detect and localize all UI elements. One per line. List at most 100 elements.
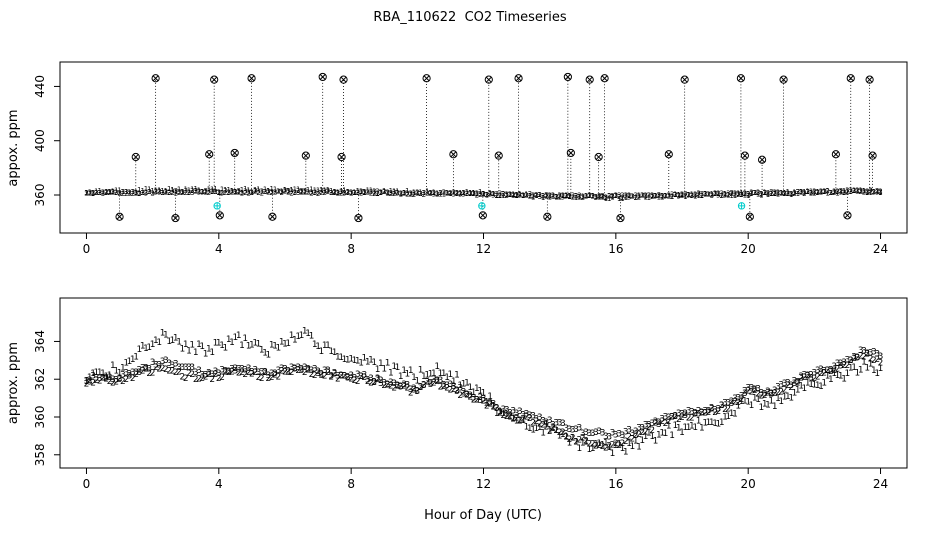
data-glyph: 3 bbox=[124, 188, 128, 196]
data-glyph: 3 bbox=[729, 189, 733, 197]
data-glyph: 1 bbox=[590, 193, 594, 201]
data-glyph: 1 bbox=[627, 192, 631, 200]
data-glyph: 2 bbox=[127, 189, 131, 197]
data-glyph: 2 bbox=[858, 351, 864, 361]
data-glyph: 2 bbox=[716, 190, 720, 198]
data-glyph: 2 bbox=[550, 423, 556, 433]
data-glyph: 3 bbox=[759, 190, 763, 198]
data-glyph: 1 bbox=[762, 188, 766, 196]
panel-border bbox=[59, 61, 908, 234]
data-glyph: 2 bbox=[819, 187, 823, 195]
data-glyph: 3 bbox=[596, 427, 602, 437]
data-glyph: 1 bbox=[749, 190, 753, 198]
data-glyph: 2 bbox=[537, 191, 541, 199]
data-glyph: 3 bbox=[100, 374, 106, 384]
data-glyph: 3 bbox=[217, 188, 221, 196]
data-glyph: 3 bbox=[709, 405, 715, 415]
data-glyph: 3 bbox=[444, 381, 450, 391]
data-glyph: 3 bbox=[551, 193, 555, 201]
data-glyph: 1 bbox=[137, 186, 141, 194]
data-glyph: 3 bbox=[299, 366, 305, 376]
data-glyph: 1 bbox=[604, 195, 608, 203]
data-glyph: 1 bbox=[180, 344, 186, 354]
data-glyph: 3 bbox=[107, 188, 111, 196]
data-glyph: 2 bbox=[639, 428, 645, 438]
data-glyph: 2 bbox=[166, 366, 172, 376]
spike-marker-icon bbox=[268, 212, 277, 221]
data-glyph: 3 bbox=[716, 404, 722, 414]
data-glyph: 1 bbox=[349, 189, 353, 197]
data-glyph: 3 bbox=[829, 189, 833, 197]
data-glyph: 3 bbox=[372, 188, 376, 196]
data-glyph: 1 bbox=[785, 392, 791, 402]
data-glyph: 2 bbox=[405, 190, 409, 198]
data-glyph: 2 bbox=[571, 194, 575, 202]
data-glyph: 1 bbox=[273, 186, 277, 194]
spike-marker-icon bbox=[543, 212, 552, 221]
data-glyph: 2 bbox=[829, 189, 833, 197]
data-glyph: 2 bbox=[150, 369, 156, 379]
data-glyph: 2 bbox=[878, 187, 882, 195]
data-glyph: 1 bbox=[230, 187, 234, 195]
data-glyph: 3 bbox=[295, 363, 301, 373]
data-glyph: 3 bbox=[872, 189, 876, 197]
data-glyph: 3 bbox=[332, 189, 336, 197]
data-glyph: 2 bbox=[614, 192, 618, 200]
data-glyph: 3 bbox=[561, 193, 565, 201]
data-glyph: 1 bbox=[286, 188, 290, 196]
data-glyph: 3 bbox=[391, 379, 397, 389]
data-glyph: 1 bbox=[296, 186, 300, 194]
data-glyph: 3 bbox=[457, 384, 463, 394]
data-glyph: 3 bbox=[527, 411, 533, 421]
data-glyph: 1 bbox=[412, 189, 416, 197]
data-glyph: 3 bbox=[438, 189, 442, 197]
data-glyph: 2 bbox=[346, 188, 350, 196]
data-glyph: 1 bbox=[759, 403, 765, 413]
data-glyph: 2 bbox=[762, 391, 768, 401]
data-glyph: 3 bbox=[336, 189, 340, 197]
data-glyph: 3 bbox=[226, 189, 230, 197]
data-glyph: 2 bbox=[186, 369, 192, 379]
data-glyph: 3 bbox=[352, 374, 358, 384]
data-glyph: 1 bbox=[103, 372, 109, 382]
data-glyph: 2 bbox=[759, 391, 765, 401]
x-tick-label: 4 bbox=[215, 477, 223, 491]
data-glyph: 3 bbox=[653, 192, 657, 200]
data-glyph: 1 bbox=[166, 337, 172, 347]
data-glyph: 3 bbox=[696, 409, 702, 419]
data-glyph: 3 bbox=[865, 189, 869, 197]
data-glyph: 2 bbox=[465, 190, 469, 198]
spike-marker-icon bbox=[736, 74, 746, 83]
data-glyph: 3 bbox=[550, 421, 556, 431]
data-glyph: 3 bbox=[485, 191, 489, 199]
data-glyph: 2 bbox=[170, 367, 176, 377]
data-glyph: 3 bbox=[849, 188, 853, 196]
data-glyph: 2 bbox=[312, 371, 318, 381]
data-glyph: 3 bbox=[164, 188, 168, 196]
data-glyph: 2 bbox=[107, 189, 111, 197]
data-glyph: 2 bbox=[743, 190, 747, 198]
data-glyph: 2 bbox=[113, 377, 119, 387]
data-glyph: 3 bbox=[614, 192, 618, 200]
data-glyph: 1 bbox=[415, 189, 419, 197]
data-glyph: 2 bbox=[524, 191, 528, 199]
data-glyph: 1 bbox=[821, 379, 827, 389]
data-glyph: 1 bbox=[266, 351, 272, 361]
x-tick-label: 0 bbox=[83, 477, 91, 491]
data-glyph: 1 bbox=[521, 192, 525, 200]
data-glyph: 2 bbox=[385, 189, 389, 197]
data-glyph: 2 bbox=[749, 388, 755, 398]
data-glyph: 3 bbox=[768, 389, 774, 399]
data-glyph: 1 bbox=[438, 369, 444, 379]
data-glyph: 2 bbox=[491, 190, 495, 198]
spike-marker-icon bbox=[210, 75, 219, 84]
data-glyph: 2 bbox=[402, 190, 406, 198]
data-glyph: 3 bbox=[236, 187, 240, 195]
data-glyph: 1 bbox=[465, 188, 469, 196]
data-glyph: 2 bbox=[253, 188, 257, 196]
data-glyph: 3 bbox=[113, 376, 119, 386]
data-glyph: 2 bbox=[378, 376, 384, 386]
data-glyph: 3 bbox=[395, 190, 399, 198]
data-glyph: 2 bbox=[815, 373, 821, 383]
data-glyph: 2 bbox=[197, 187, 201, 195]
